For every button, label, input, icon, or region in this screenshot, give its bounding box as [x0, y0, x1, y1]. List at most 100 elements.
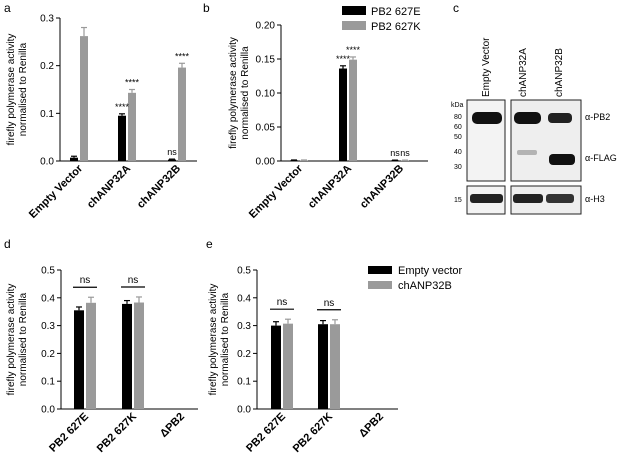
bar — [271, 325, 281, 409]
significance-label: **** — [175, 51, 190, 61]
y-axis-label: normalised to Renilla — [18, 292, 29, 386]
x-tick-label: PB2 627K — [291, 411, 335, 455]
blot-marker-40: 40 — [454, 149, 462, 156]
x-tick-label: ΔPB2 — [357, 411, 386, 440]
panel-label-c: c — [453, 1, 459, 15]
blot-band-label-pb2: α-PB2 — [585, 112, 610, 122]
bar — [118, 115, 126, 161]
y-axis-label: firefly polymerase activity — [228, 37, 239, 149]
x-tick-label: PB2 627K — [95, 411, 139, 455]
blot-marker-80: 80 — [454, 114, 462, 121]
legend-bottom: Empty vector chANP32B — [368, 265, 463, 292]
panel-label-b: b — [203, 1, 210, 15]
y-tick-label: 0.15 — [256, 55, 276, 66]
significance-label: **** — [346, 45, 361, 55]
significance-label: ns — [400, 148, 410, 158]
y-tick-label: 0.4 — [41, 293, 55, 304]
panel-label-d: d — [4, 237, 11, 251]
y-tick-label: 0.0 — [41, 405, 55, 416]
legend-swatch-627e — [342, 6, 366, 15]
significance-label: **** — [336, 54, 351, 64]
blot-kda-label: kDa — [451, 102, 464, 109]
bar — [74, 310, 84, 409]
blot-marker-15: 15 — [454, 197, 462, 204]
y-tick-label: 0.10 — [256, 89, 276, 100]
legend-swatch-627k — [342, 21, 366, 30]
significance-label: ns — [324, 298, 335, 309]
legend-label-chanp32b: chANP32B — [398, 280, 452, 292]
bar — [70, 157, 78, 161]
y-tick-label: 0.5 — [41, 266, 55, 277]
legend-swatch-chanp32b — [368, 281, 392, 289]
blot-band-h3-lane2 — [513, 194, 543, 203]
blot-marker-30: 30 — [454, 164, 462, 171]
y-axis-label: normalised to Renilla — [220, 292, 231, 386]
legend-swatch-empty-vector — [368, 266, 392, 274]
bar — [318, 324, 328, 409]
y-tick-label: 0.2 — [40, 61, 54, 72]
bar — [178, 67, 186, 161]
y-tick-label: 0.3 — [41, 321, 55, 332]
legend-label-627e: PB2 627E — [371, 6, 421, 18]
y-tick-label: 0.2 — [237, 349, 251, 360]
bar — [122, 303, 132, 409]
blot-band-h3-lane1 — [470, 194, 503, 203]
x-tick-label: chANP32A — [306, 163, 354, 211]
y-tick-label: 0.0 — [40, 157, 54, 168]
panel-label-e: e — [206, 237, 213, 251]
significance-label: **** — [125, 78, 140, 88]
y-tick-label: 0.4 — [237, 293, 251, 304]
western-blot: Empty Vector chANP32A chANP32B kDa 80 60… — [451, 37, 617, 215]
significance-label: ns — [167, 147, 177, 157]
legend-label-empty-vector: Empty vector — [398, 265, 463, 277]
y-tick-label: 0.1 — [41, 377, 55, 388]
chart-e: 0.0 0.1 0.2 0.3 0.4 0.5 firefly polymerase act… — [208, 266, 398, 455]
bar — [330, 324, 340, 409]
y-axis-label: normalised to Renilla — [18, 42, 29, 136]
blot-lane-label-chanp32a: chANP32A — [518, 48, 529, 97]
x-tick-label: Empty Vector — [247, 162, 306, 221]
significance-label: ns — [128, 275, 139, 286]
blot-band-pb2-lane1 — [472, 112, 502, 124]
y-tick-label: 0.5 — [237, 266, 251, 277]
bar — [290, 160, 298, 161]
x-tick-label: PB2 627E — [244, 411, 288, 455]
legend-label-627k: PB2 627K — [371, 21, 421, 33]
x-tick-label: PB2 627E — [47, 411, 91, 455]
blot-lane-label-chanp32b: chANP32B — [554, 48, 565, 97]
blot-band-flag-lane2 — [517, 150, 537, 155]
y-tick-label: 0.20 — [256, 21, 276, 32]
x-tick-label: ΔPB2 — [158, 411, 187, 440]
panel-label-a: a — [4, 1, 11, 15]
chart-d: 0.0 0.1 0.2 0.3 0.4 0.5 firefly polymerase act… — [6, 266, 198, 455]
blot-band-flag-lane3 — [549, 154, 575, 165]
y-axis-label: firefly polymerase activity — [6, 34, 17, 146]
x-tick-label: Empty Vector — [27, 162, 86, 221]
blot-band-h3-lane3 — [546, 194, 574, 203]
blot-band-label-h3: α-H3 — [585, 194, 605, 204]
y-tick-label: 0.1 — [237, 377, 251, 388]
significance-label: ns — [390, 148, 400, 158]
y-tick-label: 0.0 — [237, 405, 251, 416]
bar — [349, 59, 357, 161]
blot-marker-50: 50 — [454, 134, 462, 141]
significance-label: ns — [80, 275, 91, 286]
blot-marker-60: 60 — [454, 124, 462, 131]
bar — [80, 36, 88, 161]
bar — [283, 323, 293, 409]
y-tick-label: 0.05 — [256, 123, 276, 134]
x-tick-label: chANP32B — [135, 163, 183, 211]
y-tick-label: 0.3 — [237, 321, 251, 332]
y-axis-label: firefly polymerase activity — [208, 284, 219, 396]
blot-band-label-flag: α-FLAG — [585, 153, 617, 163]
bar — [300, 160, 308, 161]
significance-label: **** — [115, 102, 130, 112]
significance-label: ns — [277, 297, 288, 308]
x-tick-label: chANP32A — [85, 163, 133, 211]
y-tick-label: 0.2 — [41, 349, 55, 360]
blot-band-pb2-lane2 — [514, 112, 541, 124]
bar — [86, 302, 96, 409]
y-tick-label: 0.00 — [256, 157, 276, 168]
